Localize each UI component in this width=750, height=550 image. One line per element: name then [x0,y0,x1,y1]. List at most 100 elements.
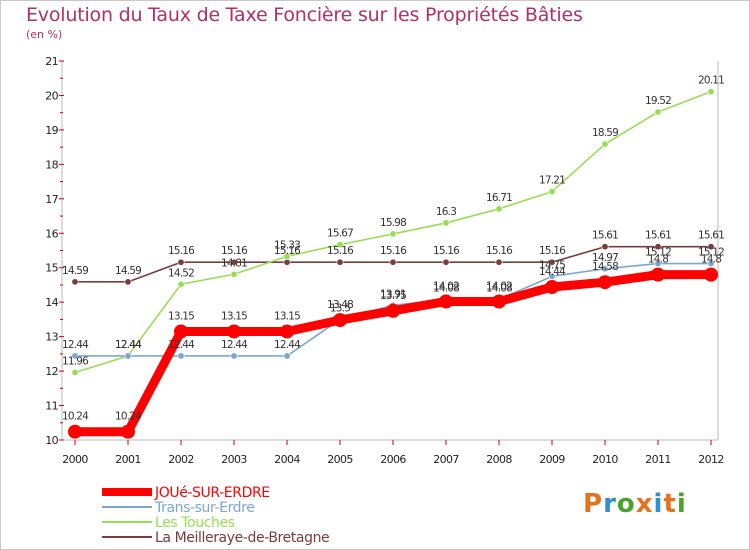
data-label: 13.75 [380,290,406,302]
data-point [601,243,609,251]
y-tick-label: 12 [45,365,58,378]
logo-letter: r [603,489,617,519]
data-point [333,313,347,328]
x-tick-label: 2004 [274,453,300,466]
data-point [545,280,559,295]
y-tick-label: 21 [45,55,58,68]
y-tick-label: 15 [45,262,58,275]
data-label: 12.44 [115,339,142,351]
data-label: 14.52 [168,267,194,279]
logo-letter: i [676,489,687,519]
data-label: 12.44 [62,339,89,351]
logo-letter: t [663,489,677,519]
data-label: 14.8 [648,254,668,266]
data-point [336,258,344,266]
y-tick-label: 20 [45,89,58,102]
logo-letter: i [653,489,664,519]
x-tick-label: 2012 [698,453,724,466]
logo-letter: o [616,489,636,519]
data-label: 17.21 [539,175,565,187]
data-point [548,258,556,266]
chart-title: Evolution du Taux de Taxe Foncière sur l… [26,4,583,26]
data-label: 14.02 [486,280,512,292]
data-label: 14.08 [433,282,459,294]
y-tick-label: 13 [45,331,58,344]
x-tick-label: 2008 [486,453,512,466]
data-label: 15.98 [380,217,406,229]
data-label: 14.8 [701,254,721,266]
data-label: 15.16 [380,245,407,257]
data-point [336,241,344,249]
data-point [124,352,132,360]
data-point [654,243,662,251]
x-tick-label: 2001 [115,453,141,466]
data-label: 10.24 [62,411,89,423]
data-point [492,294,506,309]
data-point [651,267,665,282]
y-tick-label: 14 [45,296,58,309]
logo-letter: x [635,489,654,519]
data-point [654,108,662,116]
data-label: 15.67 [327,228,353,240]
data-label: 15.16 [433,245,460,257]
data-label: 15.16 [274,245,301,257]
data-label: 15.61 [592,230,618,242]
data-label: 13.91 [380,288,406,300]
data-label: 15.16 [486,245,513,257]
data-label: 16.71 [486,192,512,204]
data-label: 14.59 [115,265,141,277]
legend-label: Les Touches [155,515,235,531]
data-point [280,324,294,339]
data-label: 12.44 [274,339,301,351]
series-layer [68,88,718,439]
data-point [283,352,291,360]
data-point [177,258,185,266]
data-point [707,260,715,268]
data-point [386,303,400,318]
data-label: 14.81 [221,257,247,269]
data-label: 13.15 [168,310,194,322]
data-label: 14.75 [539,259,565,271]
axes: 10 11 12 13 14 15 16 17 18 19 20 21 2000 2001 2002 2003… [45,55,724,466]
data-point [495,205,503,213]
data-labels: 14.59 14.59 15.16 15.16 15.16 15.16 15.16 15.16… [62,75,725,423]
data-point [71,352,79,360]
data-label: 20.11 [698,75,724,87]
data-point [230,258,238,266]
data-point [598,275,612,290]
x-tick-label: 2005 [327,453,353,466]
x-tick-label: 2011 [645,453,671,466]
data-label: 15.16 [539,245,566,257]
data-point [227,324,241,339]
data-label: 12.44 [168,339,195,351]
data-label: 14.02 [433,280,459,292]
legend-label: Trans-sur-Erdre [154,500,254,516]
data-point [601,265,609,273]
data-point [704,267,718,282]
data-point [121,424,135,439]
x-tick-label: 2006 [380,453,406,466]
data-point [71,368,79,376]
data-point [71,278,79,286]
data-label: 14.59 [62,265,88,277]
data-point [442,258,450,266]
proxiti-logo: Proxiti [583,489,687,519]
x-tick-label: 2007 [433,453,459,466]
data-label: 15.16 [168,245,195,257]
data-point [230,270,238,278]
logo-letter: P [583,489,604,519]
data-label: 14.44 [539,266,566,278]
data-point [707,88,715,96]
data-label: 12.44 [221,339,248,351]
unit-label: (en %) [26,28,63,41]
data-point [68,424,82,439]
data-label: 14.58 [592,261,618,273]
legend-label: La Meilleraye-de-Bretagne [155,530,329,546]
x-tick-label: 2002 [168,453,194,466]
data-label: 15.12 [698,247,724,259]
data-label: 15.12 [645,247,671,259]
data-point [389,230,397,238]
x-tick-label: 2010 [592,453,618,466]
